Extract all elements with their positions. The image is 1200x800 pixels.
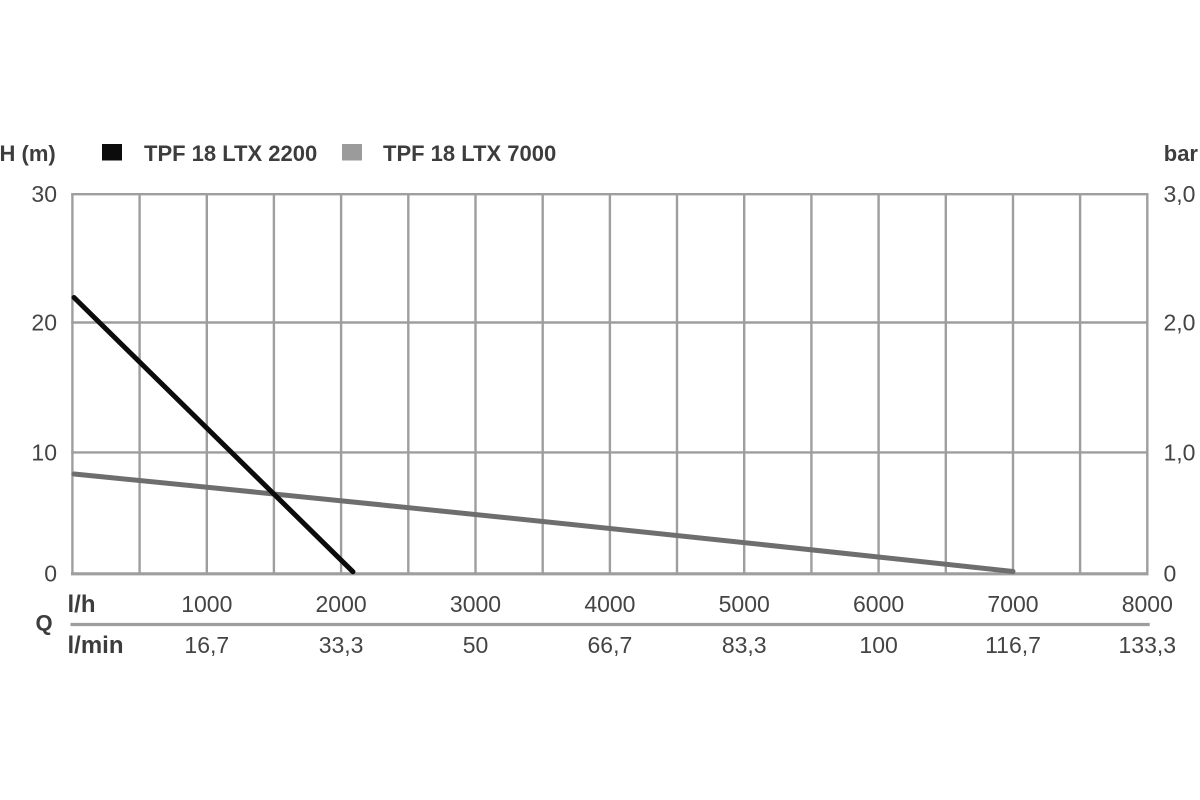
svg-text:30: 30 bbox=[31, 181, 57, 207]
svg-text:0: 0 bbox=[44, 561, 57, 587]
svg-text:3,0: 3,0 bbox=[1164, 181, 1196, 207]
svg-text:Q: Q bbox=[36, 611, 53, 636]
svg-text:20: 20 bbox=[31, 310, 57, 336]
svg-text:2,0: 2,0 bbox=[1164, 310, 1196, 336]
svg-text:1,0: 1,0 bbox=[1164, 439, 1196, 465]
svg-text:l/min: l/min bbox=[68, 632, 124, 659]
svg-text:10: 10 bbox=[31, 439, 57, 465]
svg-text:33,3: 33,3 bbox=[319, 632, 364, 658]
svg-text:H (m): H (m) bbox=[0, 141, 56, 166]
svg-text:0: 0 bbox=[1164, 561, 1177, 587]
svg-text:100: 100 bbox=[859, 632, 897, 658]
svg-text:3000: 3000 bbox=[450, 591, 501, 617]
svg-text:66,7: 66,7 bbox=[588, 632, 633, 658]
svg-text:6000: 6000 bbox=[853, 591, 904, 617]
svg-text:116,7: 116,7 bbox=[985, 632, 1041, 658]
svg-text:bar: bar bbox=[1164, 141, 1199, 166]
svg-text:5000: 5000 bbox=[719, 591, 770, 617]
svg-text:83,3: 83,3 bbox=[722, 632, 767, 658]
svg-text:8000: 8000 bbox=[1122, 591, 1173, 617]
svg-text:4000: 4000 bbox=[584, 591, 635, 617]
svg-text:l/h: l/h bbox=[68, 591, 96, 618]
svg-text:133,3: 133,3 bbox=[1119, 632, 1177, 658]
svg-text:16,7: 16,7 bbox=[184, 632, 229, 658]
svg-text:50: 50 bbox=[463, 632, 489, 658]
svg-text:TPF 18 LTX 2200: TPF 18 LTX 2200 bbox=[144, 141, 317, 166]
svg-text:TPF 18 LTX 7000: TPF 18 LTX 7000 bbox=[383, 141, 556, 166]
svg-text:7000: 7000 bbox=[987, 591, 1038, 617]
svg-text:2000: 2000 bbox=[316, 591, 367, 617]
svg-text:1000: 1000 bbox=[181, 591, 232, 617]
